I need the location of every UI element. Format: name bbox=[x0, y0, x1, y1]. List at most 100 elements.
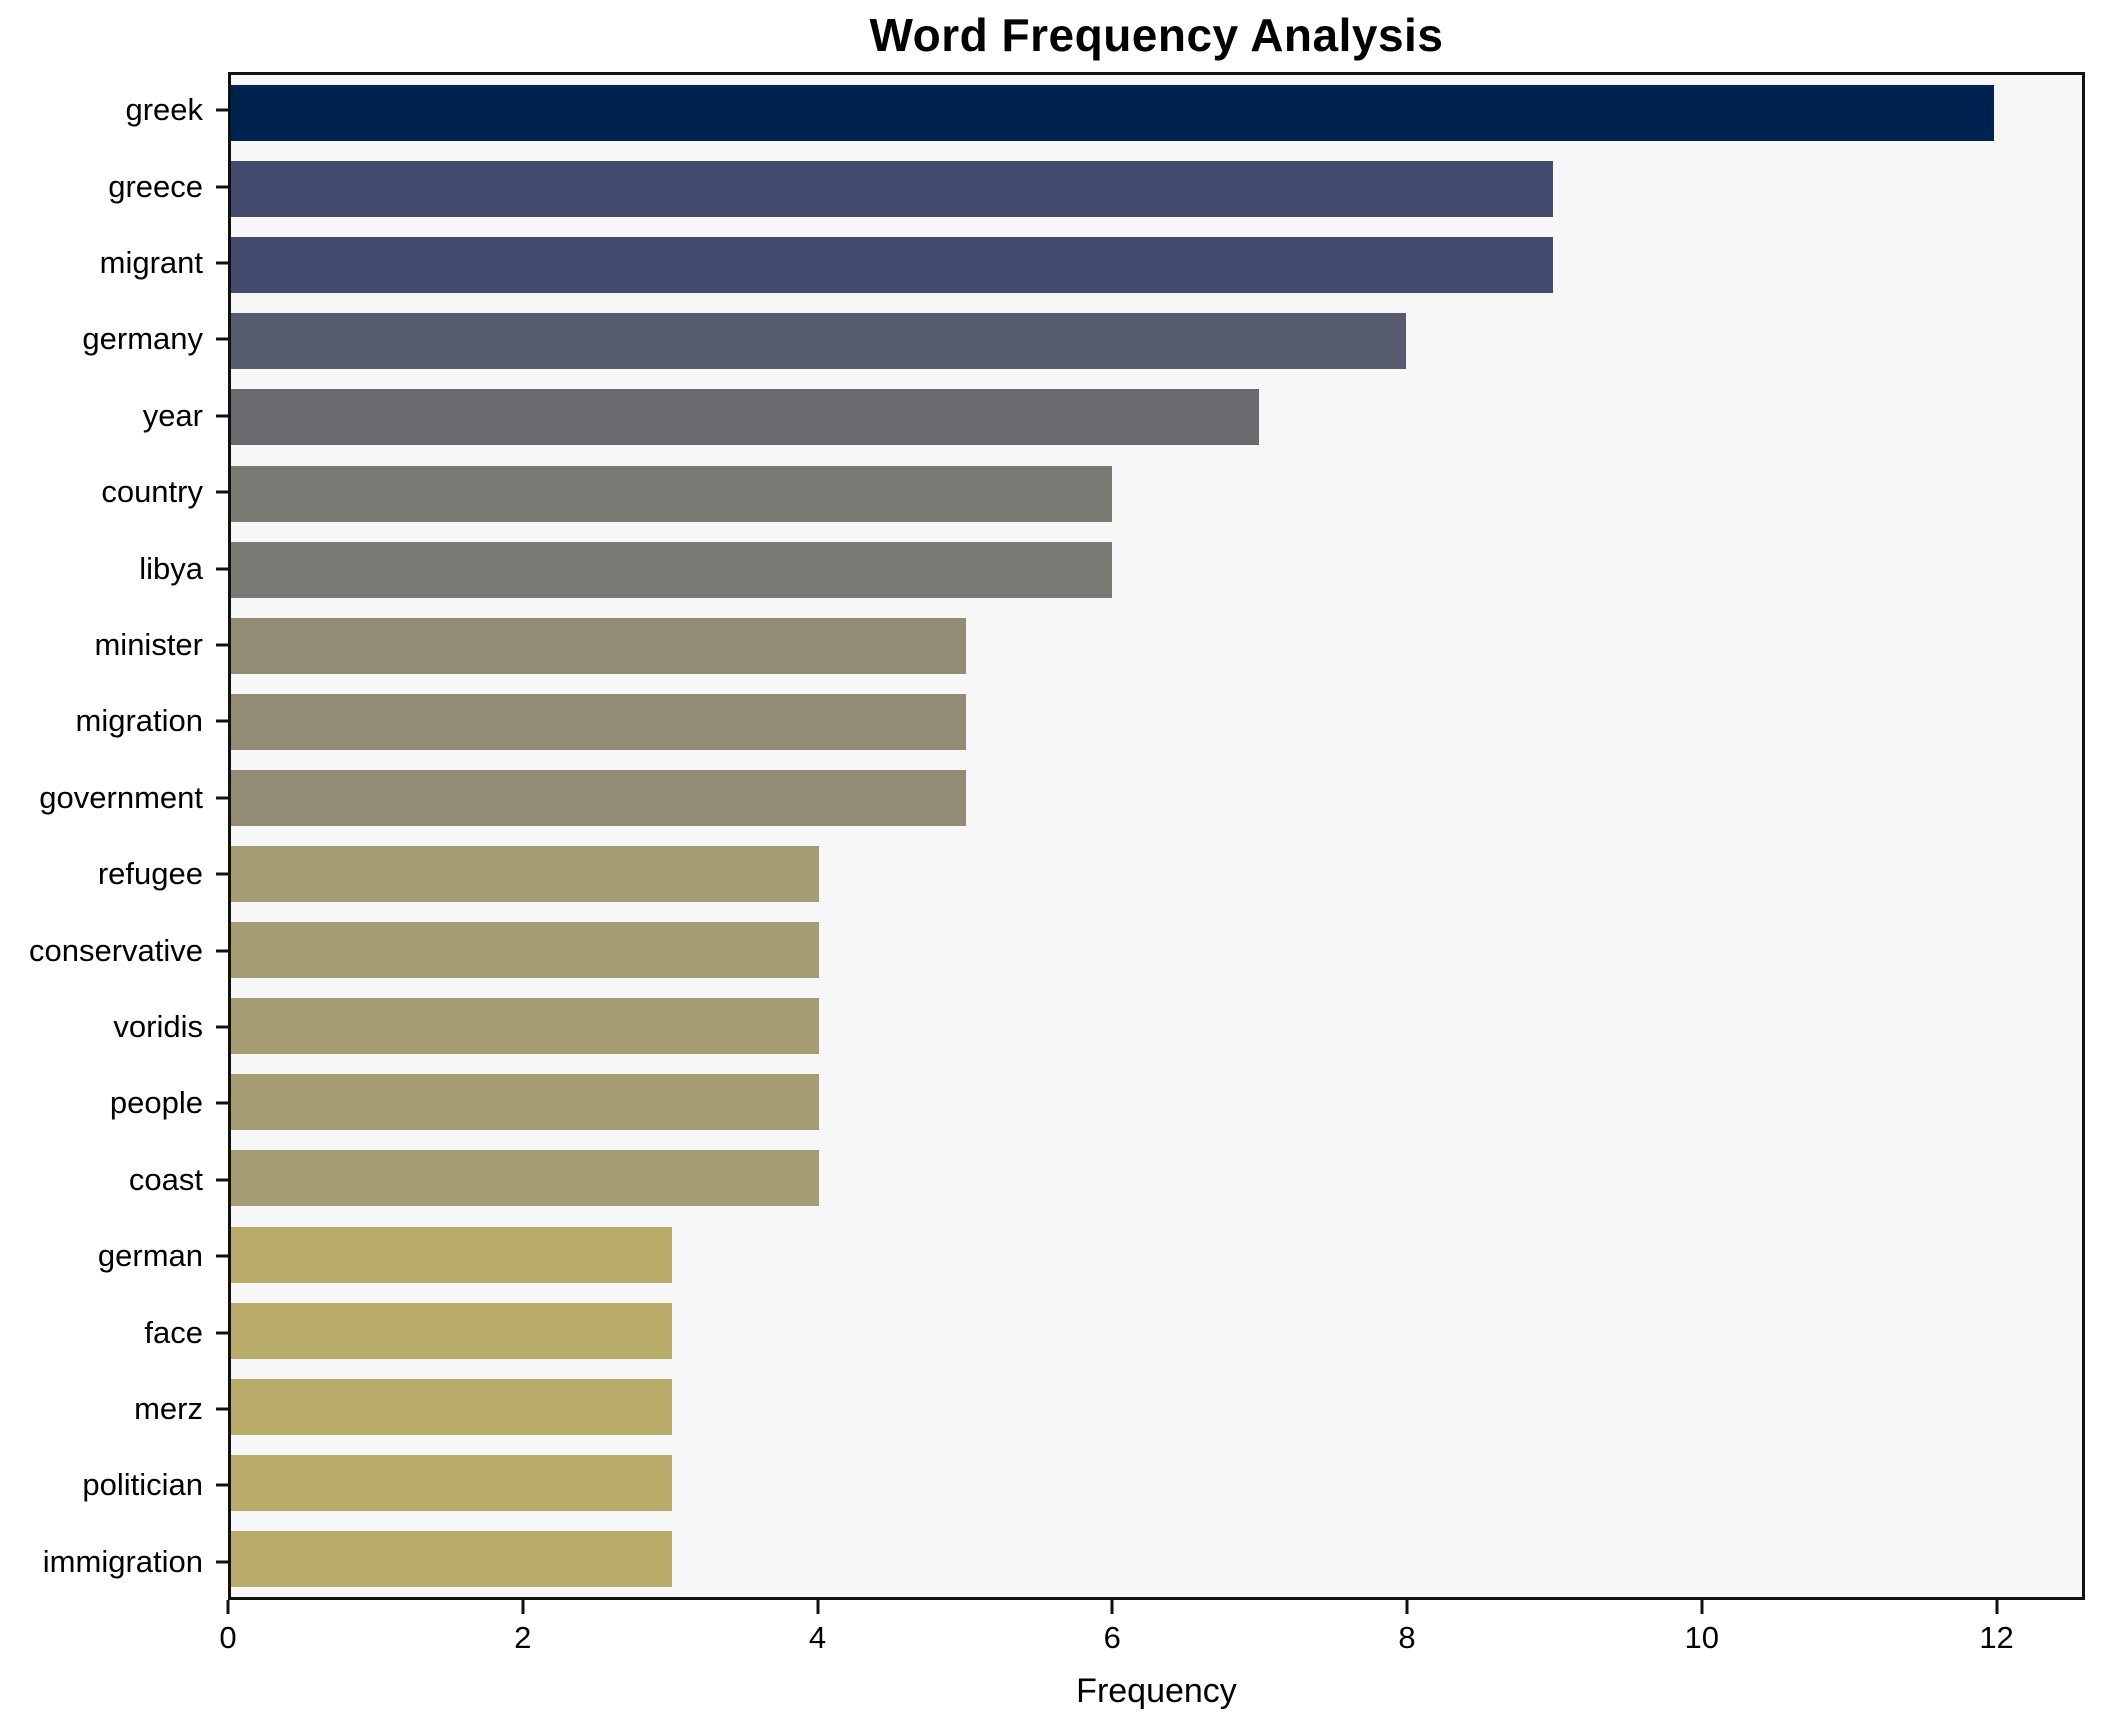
bar-row bbox=[231, 1369, 2082, 1445]
y-tick-mark bbox=[216, 337, 228, 341]
y-label-minister: minister bbox=[94, 627, 203, 662]
y-tick-mark bbox=[216, 872, 228, 876]
x-tick-label-0: 0 bbox=[219, 1620, 237, 1655]
y-tick-mark bbox=[216, 1178, 228, 1182]
chart-title: Word Frequency Analysis bbox=[869, 9, 1444, 61]
bar-row bbox=[231, 1521, 2082, 1597]
y-tick-mark bbox=[216, 1407, 228, 1411]
bar-row bbox=[231, 532, 2082, 608]
bar-year bbox=[231, 389, 1260, 446]
y-label-year: year bbox=[142, 397, 203, 433]
x-tick-mark bbox=[1995, 1600, 1999, 1614]
y-tick-mark bbox=[216, 719, 228, 723]
y-label-greece: greece bbox=[108, 168, 203, 204]
bar-row bbox=[231, 1064, 2082, 1140]
y-label-merz: merz bbox=[134, 1391, 203, 1426]
bar-greece bbox=[231, 161, 1554, 218]
bar-row bbox=[231, 1140, 2082, 1216]
x-tick-mark bbox=[1700, 1600, 1704, 1614]
y-label-greek: greek bbox=[125, 92, 203, 128]
y-label-country: country bbox=[101, 474, 203, 510]
bar-row bbox=[231, 1217, 2082, 1293]
y-tick-mark bbox=[216, 949, 228, 953]
y-label-german: german bbox=[97, 1238, 203, 1274]
x-tick-mark bbox=[1110, 1600, 1114, 1614]
bar-row bbox=[231, 75, 2082, 151]
bar-row bbox=[231, 227, 2082, 303]
bar-refugee bbox=[231, 846, 819, 903]
x-tick-mark bbox=[226, 1600, 230, 1614]
y-label-face: face bbox=[144, 1314, 203, 1350]
y-label-libya: libya bbox=[139, 550, 203, 586]
y-label-conservative: conservative bbox=[28, 932, 203, 968]
y-tick-mark bbox=[216, 1560, 228, 1564]
bar-row bbox=[231, 760, 2082, 836]
bar-row bbox=[231, 684, 2082, 760]
y-label-immigration: immigration bbox=[42, 1543, 203, 1579]
y-tick-mark bbox=[216, 108, 228, 112]
y-tick-mark bbox=[216, 643, 228, 647]
x-axis-ticks: 0 2 4 6 8 10 12 bbox=[219, 1600, 2085, 1660]
bar-minister bbox=[231, 617, 966, 674]
y-tick-mark bbox=[216, 796, 228, 800]
x-tick-label-10: 10 bbox=[1684, 1620, 1720, 1655]
x-tick-mark bbox=[816, 1600, 820, 1614]
plot-area bbox=[228, 72, 2085, 1600]
y-tick-mark bbox=[216, 1101, 228, 1105]
y-label-germany: germany bbox=[82, 321, 203, 357]
bar-row bbox=[231, 1445, 2082, 1521]
x-tick-label-12: 12 bbox=[1979, 1620, 2014, 1655]
y-tick-mark bbox=[216, 1483, 228, 1487]
bar-voridis bbox=[231, 998, 819, 1055]
bar-row bbox=[231, 456, 2082, 532]
bar-row bbox=[231, 303, 2082, 379]
x-tick-mark bbox=[1405, 1600, 1409, 1614]
bar-immigration bbox=[231, 1530, 672, 1587]
bar-conservative bbox=[231, 922, 819, 979]
y-label-people: people bbox=[109, 1085, 203, 1121]
bar-row bbox=[231, 988, 2082, 1064]
y-tick-mark bbox=[216, 1254, 228, 1258]
y-tick-mark bbox=[216, 1331, 228, 1335]
y-axis-labels: greek greece migrant germany year country liby… bbox=[0, 72, 228, 1600]
bar-country bbox=[231, 465, 1113, 522]
bar-greek bbox=[231, 85, 1994, 142]
bar-coast bbox=[231, 1150, 819, 1207]
bar-row bbox=[231, 836, 2082, 912]
bar-people bbox=[231, 1074, 819, 1131]
bar-migration bbox=[231, 693, 966, 750]
bar-row bbox=[231, 379, 2082, 455]
bar-row bbox=[231, 912, 2082, 988]
y-tick-mark bbox=[216, 261, 228, 265]
x-tick-mark bbox=[521, 1600, 525, 1614]
y-tick-mark bbox=[216, 567, 228, 571]
bar-merz bbox=[231, 1378, 672, 1435]
x-tick-label-8: 8 bbox=[1398, 1620, 1416, 1655]
y-label-coast: coast bbox=[128, 1161, 203, 1197]
bar-libya bbox=[231, 541, 1113, 598]
bar-politician bbox=[231, 1454, 672, 1511]
x-axis-label: Frequency bbox=[1076, 1672, 1237, 1710]
y-label-government: government bbox=[39, 779, 203, 815]
y-label-refugee: refugee bbox=[97, 856, 203, 892]
y-label-voridis: voridis bbox=[113, 1009, 203, 1044]
y-tick-mark bbox=[216, 414, 228, 418]
x-tick-label-4: 4 bbox=[808, 1620, 827, 1655]
y-label-migrant: migrant bbox=[99, 245, 203, 280]
bar-migrant bbox=[231, 237, 1554, 294]
bar-face bbox=[231, 1302, 672, 1359]
bar-row bbox=[231, 151, 2082, 227]
y-tick-mark bbox=[216, 185, 228, 189]
y-tick-mark bbox=[216, 1025, 228, 1029]
bar-german bbox=[231, 1226, 672, 1283]
bar-row bbox=[231, 1293, 2082, 1369]
bar-germany bbox=[231, 313, 1407, 370]
bar-row bbox=[231, 608, 2082, 684]
x-tick-label-6: 6 bbox=[1103, 1620, 1121, 1655]
x-tick-label-2: 2 bbox=[514, 1620, 532, 1655]
y-tick-mark bbox=[216, 490, 228, 494]
y-label-migration: migration bbox=[75, 703, 204, 739]
y-label-politician: politician bbox=[82, 1467, 203, 1503]
bar-government bbox=[231, 769, 966, 826]
